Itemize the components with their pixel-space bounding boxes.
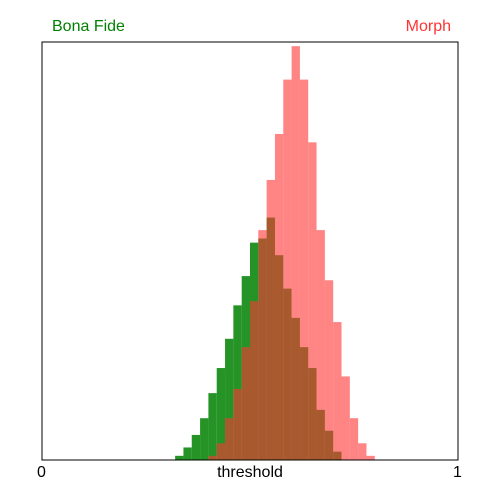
- series-morph-bars: [208, 46, 375, 461]
- legend-bona-fide: Bona Fide: [52, 18, 125, 35]
- bar-bona-fide: [200, 418, 209, 460]
- bar-morph: [233, 388, 242, 460]
- bar-morph: [299, 79, 309, 461]
- bar-morph: [316, 230, 325, 460]
- bar-bona-fide: [233, 305, 242, 460]
- bar-morph: [349, 418, 359, 460]
- bar-morph: [208, 455, 217, 460]
- x-axis-label: threshold: [217, 464, 283, 481]
- bar-bona-fide: [175, 455, 184, 460]
- bar-bona-fide: [191, 434, 201, 460]
- bar-bona-fide: [216, 368, 226, 460]
- bar-morph: [250, 301, 259, 460]
- bar-morph: [324, 280, 334, 460]
- bar-morph: [258, 230, 267, 460]
- bar-morph: [358, 443, 367, 460]
- bar-morph: [216, 443, 226, 460]
- bar-morph: [366, 455, 375, 460]
- bar-morph: [266, 179, 275, 460]
- bar-morph: [308, 142, 317, 460]
- bar-morph: [291, 46, 300, 461]
- x-tick-1: 1: [453, 464, 462, 481]
- legend-morph: Morph: [405, 18, 451, 35]
- bar-morph: [341, 376, 350, 460]
- x-tick-0: 0: [37, 464, 46, 481]
- bar-morph: [333, 322, 342, 460]
- bar-bona-fide: [225, 338, 234, 460]
- bar-morph: [283, 79, 292, 461]
- bar-morph: [225, 418, 234, 460]
- plot-frame: [41, 41, 459, 461]
- bar-morph: [274, 133, 284, 460]
- bar-bona-fide: [208, 393, 217, 460]
- bar-bona-fide: [183, 447, 192, 460]
- bar-morph: [241, 347, 250, 460]
